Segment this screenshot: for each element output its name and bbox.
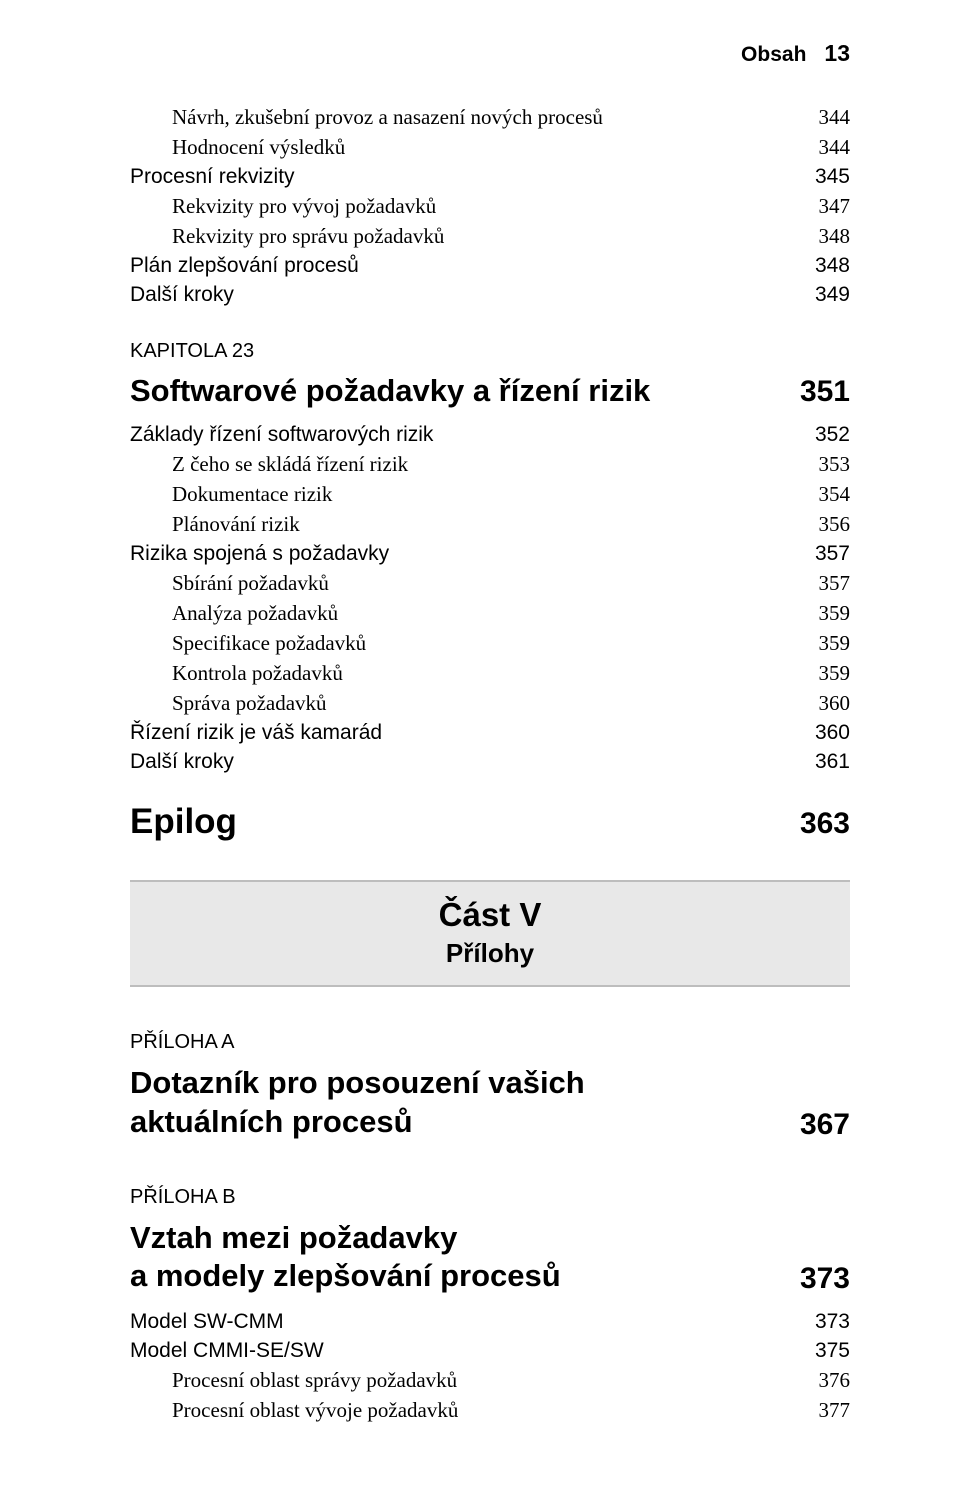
appendix-a-label: PŘÍLOHA A: [130, 1031, 850, 1054]
toc-label: Model SW-CMM: [130, 1310, 284, 1334]
toc-row: Rekvizity pro vývoj požadavků 347: [130, 194, 850, 219]
toc-row: Specifikace požadavků 359: [130, 631, 850, 656]
toc-page: 361: [815, 750, 850, 774]
appendix-a-page: 367: [800, 1108, 850, 1142]
toc-row: Model SW-CMM 373: [130, 1310, 850, 1334]
toc-label: Plánování rizik: [172, 512, 300, 537]
toc-row: Kontrola požadavků 359: [130, 661, 850, 686]
page-content: Obsah 13 Návrh, zkušební provoz a nasaze…: [0, 0, 960, 1468]
toc-page: 344: [819, 135, 851, 160]
toc-label: Návrh, zkušební provoz a nasazení nových…: [172, 105, 603, 130]
toc-row: Plán zlepšování procesů 348: [130, 254, 850, 278]
toc-page: 357: [819, 571, 851, 596]
toc-label: Analýza požadavků: [172, 601, 338, 626]
toc-row: Procesní oblast správy požadavků 376: [130, 1368, 850, 1393]
toc-row: Z čeho se skládá řízení rizik 353: [130, 452, 850, 477]
header-page: 13: [824, 40, 850, 67]
epilog-title: Epilog: [130, 802, 237, 842]
toc-label: Dokumentace rizik: [172, 482, 332, 507]
toc-label: Z čeho se skládá řízení rizik: [172, 452, 408, 477]
toc-label: Rekvizity pro vývoj požadavků: [172, 194, 436, 219]
toc-page: 353: [819, 452, 851, 477]
toc-row: Dokumentace rizik 354: [130, 482, 850, 507]
toc-page: 354: [819, 482, 851, 507]
toc-label: Procesní rekvizity: [130, 165, 295, 189]
appendix-b-page: 373: [800, 1262, 850, 1296]
toc-page: 352: [815, 423, 850, 447]
toc-label: Další kroky: [130, 283, 234, 307]
appendix-b-line2: a modely zlepšování procesů: [130, 1257, 561, 1296]
toc-label: Rekvizity pro správu požadavků: [172, 224, 444, 249]
toc-page: 359: [819, 601, 851, 626]
toc-row: Rekvizity pro správu požadavků 348: [130, 224, 850, 249]
toc-row: Procesní rekvizity 345: [130, 165, 850, 189]
toc-row: Řízení rizik je váš kamarád 360: [130, 721, 850, 745]
toc-label: Řízení rizik je váš kamarád: [130, 721, 382, 745]
epilog-page: 363: [800, 807, 850, 841]
appendix-a-line1: Dotazník pro posouzení vašich: [130, 1064, 850, 1103]
part-subtitle: Přílohy: [130, 938, 850, 969]
toc-page: 348: [819, 224, 851, 249]
toc-page: 360: [815, 721, 850, 745]
header-label: Obsah: [741, 43, 806, 67]
toc-page: 356: [819, 512, 851, 537]
toc-row: Základy řízení softwarových rizik 352: [130, 423, 850, 447]
toc-page: 348: [815, 254, 850, 278]
part-divider: Část V Přílohy: [130, 880, 850, 987]
toc-label: Správa požadavků: [172, 691, 327, 716]
toc-label: Rizika spojená s požadavky: [130, 542, 389, 566]
toc-row: Procesní oblast vývoje požadavků 377: [130, 1398, 850, 1423]
toc-label: Další kroky: [130, 750, 234, 774]
chapter-row: Softwarové požadavky a řízení rizik 351: [130, 373, 850, 409]
toc-row: Návrh, zkušební provoz a nasazení nových…: [130, 105, 850, 130]
toc-block-2: Základy řízení softwarových rizik 352 Z če…: [130, 423, 850, 774]
part-title: Část V: [130, 896, 850, 934]
toc-label: Procesní oblast vývoje požadavků: [172, 1398, 458, 1423]
toc-page: 376: [819, 1368, 851, 1393]
toc-page: 360: [819, 691, 851, 716]
toc-row: Sbírání požadavků 357: [130, 571, 850, 596]
toc-row: Rizika spojená s požadavky 357: [130, 542, 850, 566]
toc-block-1: Návrh, zkušební provoz a nasazení nových…: [130, 105, 850, 307]
appendix-a-row: aktuálních procesů 367: [130, 1103, 850, 1142]
toc-row: Plánování rizik 356: [130, 512, 850, 537]
toc-page: 373: [815, 1310, 850, 1334]
toc-page: 359: [819, 661, 851, 686]
toc-page: 345: [815, 165, 850, 189]
appendix-b-label: PŘÍLOHA B: [130, 1186, 850, 1209]
running-header: Obsah 13: [130, 40, 850, 67]
toc-page: 344: [819, 105, 851, 130]
toc-page: 349: [815, 283, 850, 307]
toc-page: 357: [815, 542, 850, 566]
appendix-b-row: a modely zlepšování procesů 373: [130, 1257, 850, 1296]
toc-page: 359: [819, 631, 851, 656]
toc-row: Další kroky 349: [130, 283, 850, 307]
toc-row: Další kroky 361: [130, 750, 850, 774]
toc-label: Kontrola požadavků: [172, 661, 343, 686]
appendix-b-line1: Vztah mezi požadavky: [130, 1219, 850, 1258]
toc-label: Model CMMI-SE/SW: [130, 1339, 324, 1363]
toc-row: Hodnocení výsledků 344: [130, 135, 850, 160]
epilog-row: Epilog 363: [130, 802, 850, 842]
chapter-page: 351: [800, 375, 850, 409]
toc-page: 375: [815, 1339, 850, 1363]
appendix-a-line2: aktuálních procesů: [130, 1103, 413, 1142]
toc-row: Správa požadavků 360: [130, 691, 850, 716]
toc-page: 377: [819, 1398, 851, 1423]
toc-label: Sbírání požadavků: [172, 571, 329, 596]
toc-page: 347: [819, 194, 851, 219]
toc-label: Plán zlepšování procesů: [130, 254, 359, 278]
toc-row: Model CMMI-SE/SW 375: [130, 1339, 850, 1363]
toc-label: Specifikace požadavků: [172, 631, 366, 656]
toc-block-3: Model SW-CMM 373 Model CMMI-SE/SW 375 Proces…: [130, 1310, 850, 1423]
toc-label: Základy řízení softwarových rizik: [130, 423, 433, 447]
toc-row: Analýza požadavků 359: [130, 601, 850, 626]
chapter-label: KAPITOLA 23: [130, 340, 850, 363]
chapter-title: Softwarové požadavky a řízení rizik: [130, 373, 650, 409]
toc-label: Hodnocení výsledků: [172, 135, 345, 160]
toc-label: Procesní oblast správy požadavků: [172, 1368, 457, 1393]
